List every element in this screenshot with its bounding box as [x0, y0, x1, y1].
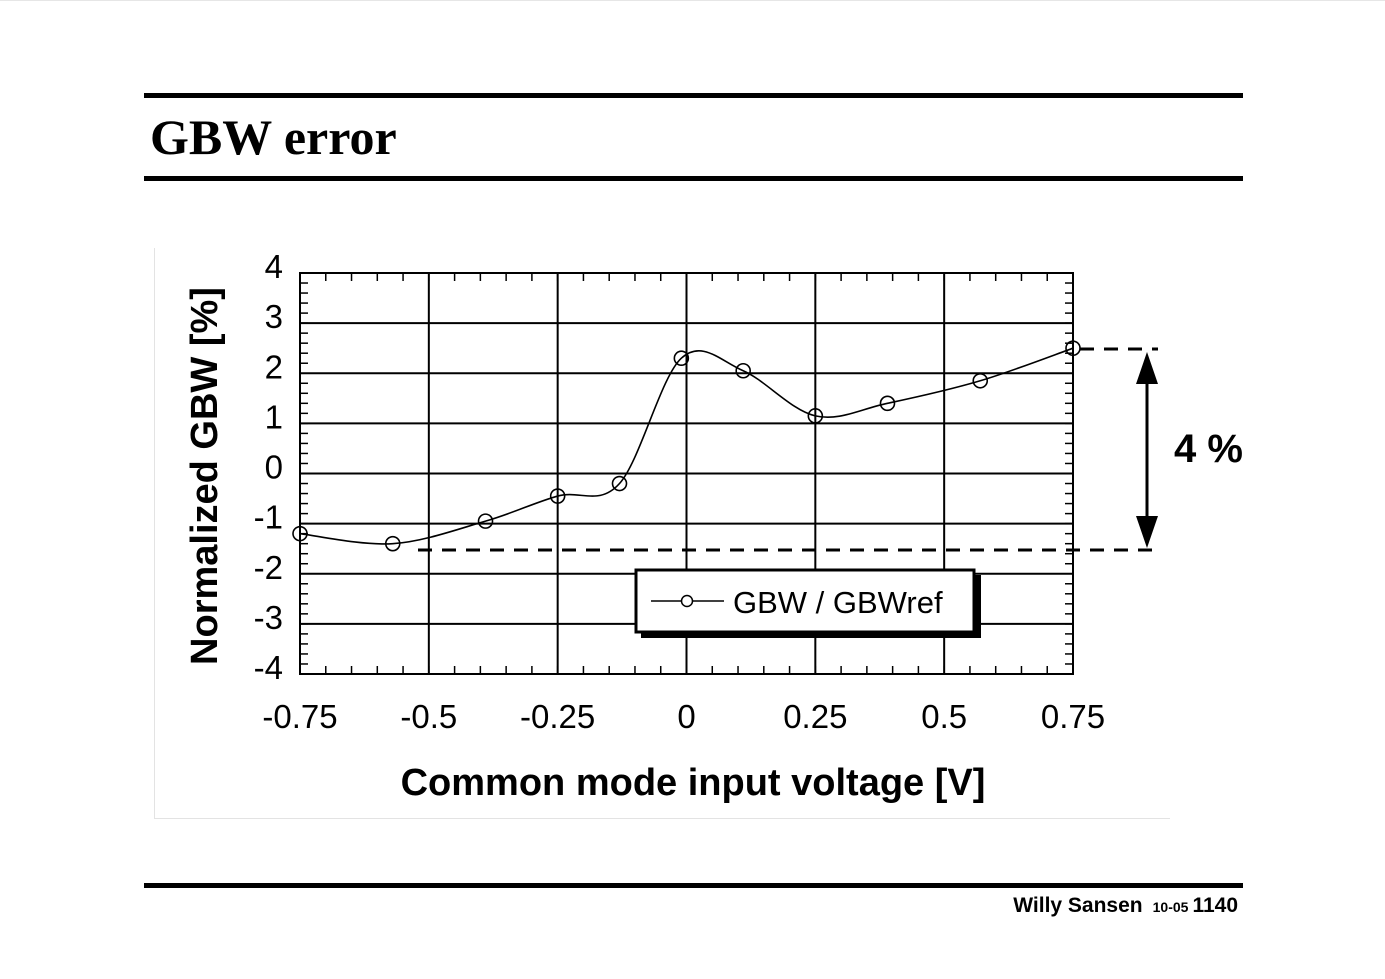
y-tick-labels: 4 3 2 1 0 -1 -2 -3 -4: [254, 248, 283, 686]
y-axis-label: Normalized GBW [%]: [184, 287, 226, 665]
data-point-marker: [972, 372, 989, 389]
svg-text:0.5: 0.5: [921, 698, 967, 735]
footer-page-number: 1140: [1192, 894, 1238, 917]
data-point-marker: [1065, 340, 1081, 356]
svg-text:0: 0: [265, 449, 283, 486]
chart-ticks: [299, 272, 1074, 675]
plot-area: [299, 272, 1074, 675]
x-tick-labels: -0.75 -0.5 -0.25 0 0.25 0.5 0.75: [262, 698, 1105, 735]
range-annotation: 4 %: [1136, 352, 1243, 548]
arrow-up-icon: [1136, 352, 1158, 384]
data-point-marker: [384, 535, 401, 552]
title-top-rule: [144, 93, 1243, 98]
svg-text:0.75: 0.75: [1041, 698, 1105, 735]
svg-text:-0.25: -0.25: [520, 698, 595, 735]
data-point-marker: [879, 395, 896, 412]
legend-label: GBW / GBWref: [733, 585, 943, 620]
series-markers: [292, 340, 1081, 552]
data-point-marker: [807, 408, 824, 424]
slide-title: GBW error: [150, 109, 397, 165]
footer-author: Willy Sansen: [1013, 894, 1143, 917]
svg-text:-3: -3: [254, 599, 283, 636]
chart-image-frame: [154, 248, 1170, 819]
data-point-marker: [549, 488, 566, 504]
range-annotation-label: 4 %: [1174, 427, 1243, 471]
svg-text:0.25: 0.25: [783, 698, 847, 735]
x-axis-label: Common mode input voltage [V]: [401, 762, 986, 804]
data-point-marker: [477, 513, 494, 529]
series-line-gbw: [299, 347, 1074, 545]
data-point-marker: [673, 350, 690, 367]
slide-footer: Willy Sansen 10-05 1140: [1013, 894, 1238, 918]
footer-date-code: 10-05: [1152, 899, 1189, 915]
legend-marker-icon: [680, 594, 694, 608]
legend: GBW / GBWref: [634, 568, 981, 638]
svg-text:3: 3: [265, 298, 283, 335]
svg-text:1: 1: [265, 398, 283, 435]
svg-text:-0.75: -0.75: [262, 698, 337, 735]
page-top-edge: [0, 0, 1385, 1]
data-point-marker: [292, 525, 308, 542]
svg-text:4: 4: [265, 248, 283, 285]
data-point-marker: [611, 475, 628, 492]
svg-text:-2: -2: [254, 549, 283, 586]
footer-rule: [144, 883, 1243, 888]
svg-text:2: 2: [265, 348, 283, 385]
data-point-marker: [735, 362, 751, 379]
range-dashed-lines: [418, 347, 1158, 552]
svg-text:-4: -4: [254, 649, 283, 686]
svg-text:-0.5: -0.5: [400, 698, 457, 735]
svg-text:-1: -1: [254, 499, 283, 536]
svg-text:0: 0: [677, 698, 695, 735]
title-bottom-rule: [144, 176, 1243, 181]
arrow-down-icon: [1136, 516, 1158, 548]
